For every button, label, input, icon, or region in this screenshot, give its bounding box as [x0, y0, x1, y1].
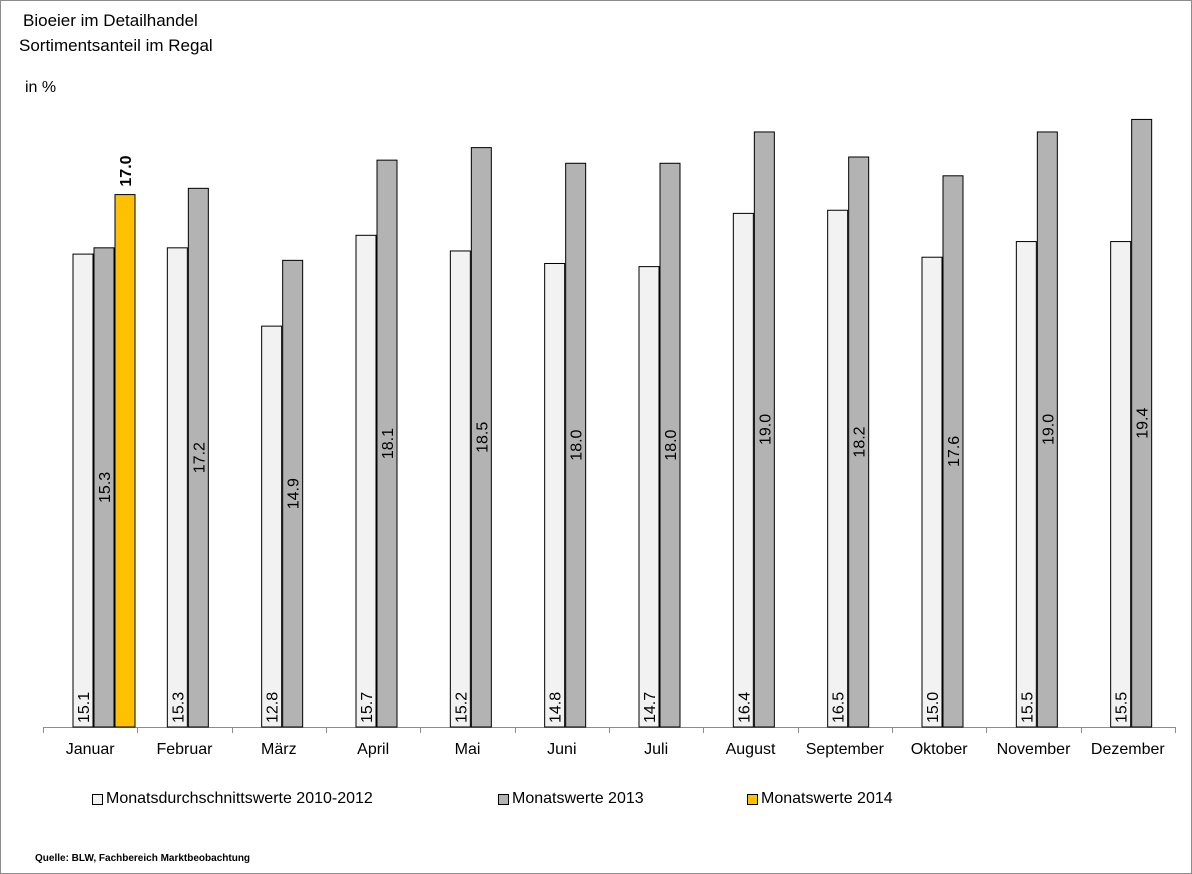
data-label-2013-12: 19.4 — [1135, 408, 1152, 439]
data-label-2010-2012-12: 15.5 — [1114, 692, 1131, 723]
x-tick-label-10: Oktober — [911, 741, 969, 758]
source-note: Quelle: BLW, Fachbereich Marktbeobachtun… — [35, 853, 251, 864]
chart-subtitle: Sortimentsanteil im Regal — [19, 36, 213, 55]
legend-item-2010-2012: Monatsdurchschnittswerte 2010-2012 — [92, 790, 373, 808]
x-tick-label-12: Dezember — [1091, 741, 1165, 758]
x-tick-label-7: Juli — [644, 741, 668, 758]
bar-2010-2012-9 — [827, 209, 849, 728]
data-label-2013-8: 19.0 — [757, 414, 774, 445]
data-label-2010-2012-6: 14.8 — [548, 692, 565, 723]
bar-2013-6 — [565, 162, 587, 728]
x-tick-label-9: September — [806, 741, 885, 758]
bar-2010-2012-7 — [638, 266, 660, 728]
bar-2010-2012-2 — [166, 247, 188, 728]
data-label-2010-2012-8: 16.4 — [736, 692, 753, 723]
bar-2014-1 — [114, 194, 136, 728]
data-label-2013-5: 18.5 — [474, 422, 491, 453]
data-label-2013-9: 18.2 — [852, 426, 869, 457]
bar-2013-4 — [376, 159, 398, 728]
x-tick-label-2: Februar — [156, 741, 213, 758]
x-tick-label-11: November — [997, 741, 1071, 758]
legend-item-2013: Monatswerte 2013 — [498, 790, 644, 808]
bar-2010-2012-3 — [261, 325, 283, 728]
legend-label-2013: Monatswerte 2013 — [512, 790, 644, 807]
legend-swatch-2014 — [747, 793, 758, 805]
bar-2010-2012-11 — [1015, 241, 1037, 728]
bar-2010-2012-10 — [921, 256, 943, 728]
data-label-2010-2012-2: 15.3 — [170, 692, 187, 723]
bar-2013-2 — [187, 187, 209, 728]
data-label-2010-2012-9: 16.5 — [831, 692, 848, 723]
x-tick-label-4: April — [357, 741, 389, 758]
data-label-2010-2012-10: 15.0 — [925, 692, 942, 723]
bar-2013-3 — [282, 259, 304, 728]
x-tick-label-1: Januar — [66, 741, 116, 758]
data-label-2010-2012-4: 15.7 — [359, 692, 376, 723]
bar-2013-9 — [848, 156, 870, 728]
bar-2010-2012-6 — [544, 262, 566, 728]
bar-2010-2012-4 — [355, 234, 377, 728]
data-label-2013-6: 18.0 — [569, 429, 586, 460]
legend-swatch-2010-2012 — [92, 793, 103, 805]
bar-2013-1 — [93, 247, 115, 728]
data-label-2010-2012-5: 15.2 — [453, 692, 470, 723]
data-label-2013-2: 17.2 — [191, 442, 208, 473]
data-label-2014-1: 17.0 — [118, 155, 135, 186]
bar-2013-7 — [659, 162, 681, 728]
data-label-2013-7: 18.0 — [663, 429, 680, 460]
data-label-2010-2012-3: 12.8 — [265, 692, 282, 723]
x-tick-label-3: März — [261, 741, 297, 758]
data-label-2013-4: 18.1 — [380, 428, 397, 459]
legend-label-2014: Monatswerte 2014 — [761, 790, 893, 807]
x-tick-label-6: Juni — [547, 741, 576, 758]
data-label-2010-2012-1: 15.1 — [76, 692, 93, 723]
bar-2013-10 — [942, 175, 964, 728]
bar-2010-2012-12 — [1110, 241, 1132, 728]
bar-2013-5 — [470, 147, 492, 728]
chart-title: Bioeier im Detailhandel — [23, 11, 198, 30]
bar-2013-8 — [753, 131, 775, 728]
x-tick-label-8: August — [726, 741, 776, 758]
bar-2010-2012-8 — [732, 212, 754, 728]
data-label-2010-2012-11: 15.5 — [1019, 692, 1036, 723]
data-label-2013-3: 14.9 — [286, 478, 303, 509]
legend-label-2010-2012: Monatsdurchschnittswerte 2010-2012 — [106, 790, 373, 807]
legend-swatch-2013 — [498, 793, 509, 805]
bar-2010-2012-1 — [72, 253, 94, 728]
data-label-2013-10: 17.6 — [946, 436, 963, 467]
bar-2013-12 — [1131, 118, 1153, 728]
legend-item-2014: Monatswerte 2014 — [747, 790, 893, 808]
data-label-2013-11: 19.0 — [1040, 414, 1057, 445]
bar-2013-11 — [1036, 131, 1058, 728]
data-label-2010-2012-7: 14.7 — [642, 692, 659, 723]
x-tick-label-5: Mai — [455, 741, 481, 758]
data-label-2013-1: 15.3 — [97, 472, 114, 503]
bar-2010-2012-5 — [449, 250, 471, 728]
y-axis-unit-label: in % — [25, 79, 57, 96]
